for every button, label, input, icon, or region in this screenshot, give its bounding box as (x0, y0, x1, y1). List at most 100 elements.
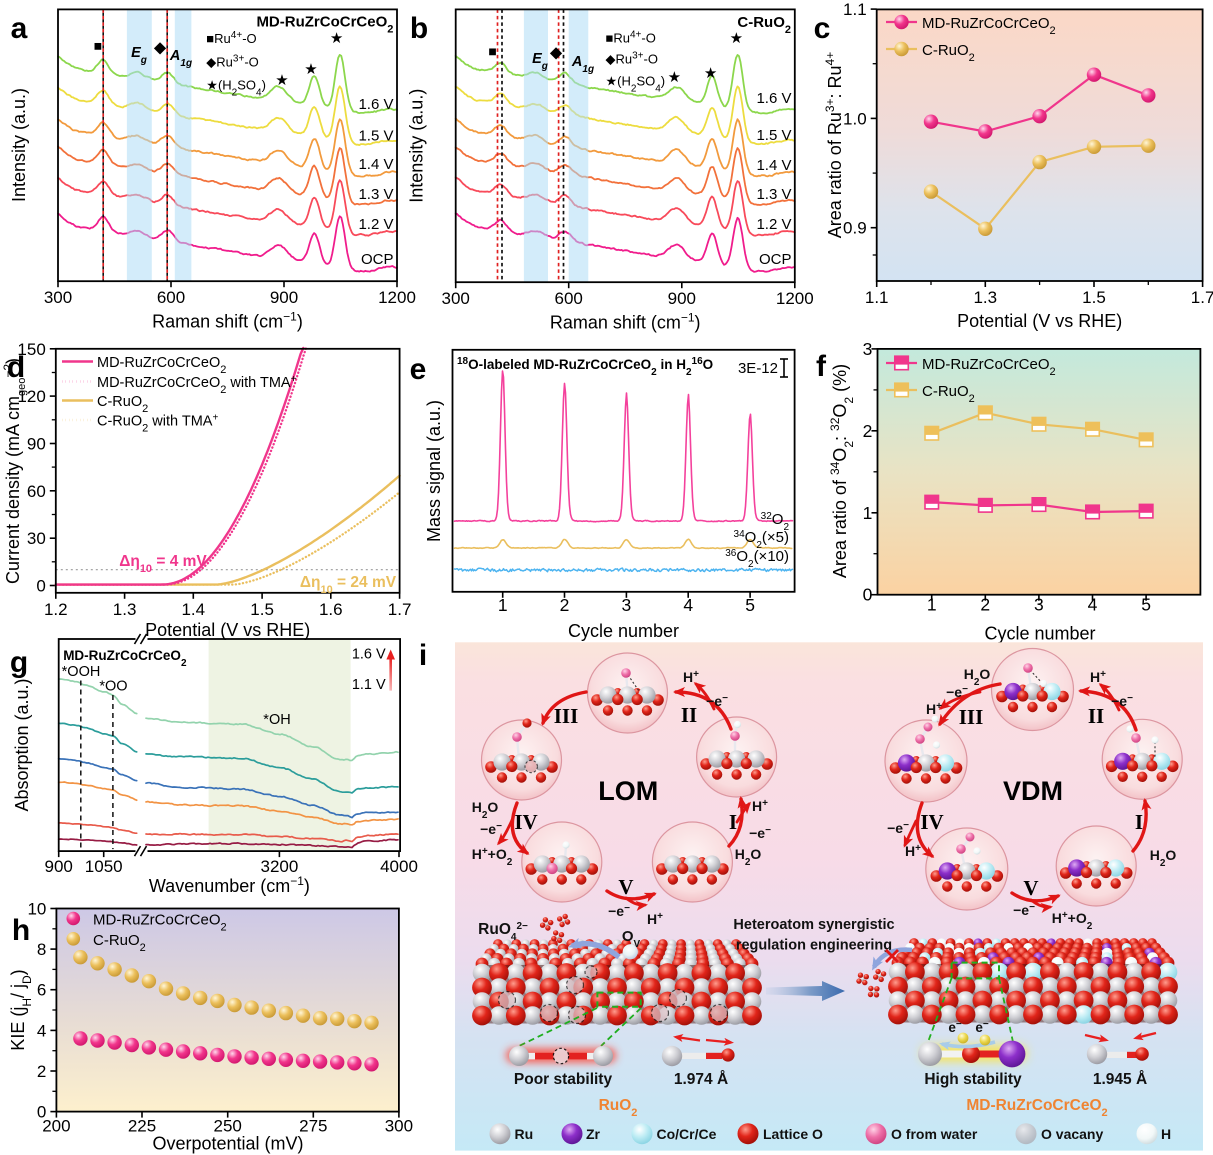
svg-text:1.2: 1.2 (44, 600, 68, 619)
svg-text:5: 5 (745, 595, 755, 615)
svg-text:4: 4 (1088, 595, 1098, 615)
svg-text:MD-RuZrCoCrCeO2: MD-RuZrCoCrCeO2 (966, 1097, 1107, 1119)
svg-text:Raman shift (cm−1): Raman shift (cm−1) (550, 311, 701, 333)
svg-text:III: III (959, 705, 984, 729)
svg-text:1: 1 (927, 595, 937, 615)
svg-text:1.7: 1.7 (388, 600, 412, 619)
svg-text:2: 2 (980, 595, 990, 615)
svg-text:1.3 V: 1.3 V (756, 186, 791, 203)
svg-text:1: 1 (498, 595, 508, 615)
svg-text:MD-RuZrCoCrCeO2: MD-RuZrCoCrCeO2 (922, 15, 1056, 37)
svg-text:10: 10 (27, 900, 46, 919)
svg-text:★: ★ (330, 30, 343, 47)
svg-text:Mass signal (a.u.): Mass signal (a.u.) (424, 400, 444, 542)
svg-text:VDM: VDM (1003, 776, 1063, 806)
svg-text:MD-RuZrCoCrCeO2: MD-RuZrCoCrCeO2 (922, 356, 1056, 378)
svg-text:★(H2SO4): ★(H2SO4) (206, 78, 266, 99)
svg-text:Potential (V vs RHE): Potential (V vs RHE) (145, 620, 310, 640)
svg-text:1.2 V: 1.2 V (358, 216, 393, 233)
svg-text:★: ★ (668, 69, 681, 86)
svg-text:3: 3 (863, 339, 873, 359)
svg-text:C-RuO2: C-RuO2 (97, 394, 148, 415)
svg-text:◆: ◆ (154, 40, 167, 57)
svg-text:250: 250 (214, 1117, 242, 1136)
svg-text:OCP: OCP (361, 251, 394, 268)
svg-text:600: 600 (157, 288, 185, 307)
svg-text:i: i (419, 639, 427, 672)
svg-text:1.974 Å: 1.974 Å (674, 1071, 728, 1088)
svg-text:C-RuO2: C-RuO2 (922, 42, 975, 64)
svg-text:5: 5 (1141, 595, 1151, 615)
svg-text:1.0: 1.0 (843, 109, 867, 128)
svg-text:1.7: 1.7 (1191, 288, 1213, 307)
svg-text:LOM: LOM (598, 776, 658, 806)
svg-text:0: 0 (37, 1103, 46, 1122)
svg-text:Potential (V vs RHE): Potential (V vs RHE) (957, 311, 1122, 331)
svg-text:Intensity (a.u.): Intensity (a.u.) (9, 88, 29, 202)
svg-text:★: ★ (730, 30, 743, 47)
svg-text:36O2(×10): 36O2(×10) (725, 548, 789, 570)
svg-text:Area ratio of 34O2: 32O2 (%): Area ratio of 34O2: 32O2 (%) (828, 364, 856, 578)
svg-text:1.4: 1.4 (181, 600, 205, 619)
svg-text:*OH: *OH (263, 712, 290, 728)
svg-text:IV: IV (514, 810, 537, 834)
svg-text:4000: 4000 (380, 857, 418, 876)
svg-text:2: 2 (863, 421, 873, 441)
svg-text:OCP: OCP (759, 251, 792, 268)
svg-text:1.5: 1.5 (1082, 288, 1106, 307)
svg-text:3200: 3200 (260, 857, 298, 876)
svg-text:RuO42−: RuO42− (478, 921, 528, 943)
svg-text:Raman shift (cm−1): Raman shift (cm−1) (152, 310, 303, 332)
svg-text:O vacany: O vacany (1041, 1126, 1103, 1142)
svg-text:■Ru4+-O: ■Ru4+-O (206, 30, 256, 47)
svg-text:1.5: 1.5 (250, 600, 274, 619)
svg-text:RuO2: RuO2 (599, 1097, 638, 1119)
svg-text:◆Ru3+-O: ◆Ru3+-O (606, 50, 658, 67)
svg-text:1.1: 1.1 (843, 0, 867, 19)
svg-text:2: 2 (37, 1062, 46, 1081)
svg-text:1.3: 1.3 (113, 600, 137, 619)
svg-text:High stability: High stability (924, 1071, 1022, 1088)
svg-text:8: 8 (37, 940, 46, 959)
svg-text:1.3 V: 1.3 V (358, 186, 393, 203)
svg-text:0.9: 0.9 (843, 219, 867, 238)
svg-text:V: V (1023, 876, 1038, 900)
svg-text:0: 0 (863, 585, 873, 605)
svg-text:Cycle number: Cycle number (984, 624, 1095, 644)
svg-text:1.6: 1.6 (319, 600, 343, 619)
svg-text:*OOH: *OOH (62, 664, 101, 680)
svg-text:275: 275 (299, 1117, 327, 1136)
svg-text:Poor stability: Poor stability (514, 1071, 613, 1088)
svg-text:1200: 1200 (378, 288, 416, 307)
svg-text:0: 0 (36, 577, 45, 596)
svg-text:4: 4 (37, 1021, 46, 1040)
svg-text:◆: ◆ (550, 45, 563, 62)
svg-text:3E-12: 3E-12 (738, 360, 778, 377)
svg-text:1.1 V: 1.1 V (352, 677, 386, 693)
svg-text:6: 6 (37, 981, 46, 1000)
svg-text:1.6 V: 1.6 V (358, 96, 393, 113)
svg-text:A1g: A1g (571, 54, 594, 75)
svg-text:MD-RuZrCoCrCeO2 with TMA+: MD-RuZrCoCrCeO2 with TMA+ (97, 374, 297, 397)
svg-text:Eg: Eg (131, 45, 147, 66)
svg-text:600: 600 (555, 289, 583, 308)
svg-text:90: 90 (27, 435, 46, 454)
svg-text:200: 200 (42, 1117, 70, 1136)
svg-text:900: 900 (45, 857, 73, 876)
svg-text:Co/Cr/Ce: Co/Cr/Ce (657, 1126, 717, 1142)
svg-text:C-RuO2: C-RuO2 (922, 383, 975, 405)
svg-text:★: ★ (275, 72, 288, 89)
svg-text:Wavenumber (cm−1): Wavenumber (cm−1) (149, 874, 310, 896)
svg-text:Intensity (a.u.): Intensity (a.u.) (407, 89, 427, 203)
svg-text:■: ■ (94, 38, 102, 54)
svg-text:KIE (jH/ jD): KIE (jH/ jD) (8, 969, 34, 1050)
svg-text:C-RuO2 with TMA+: C-RuO2 with TMA+ (97, 412, 218, 435)
svg-text:MD-RuZrCoCrCeO2: MD-RuZrCoCrCeO2 (97, 355, 226, 376)
svg-text:1.6 V: 1.6 V (756, 90, 791, 107)
svg-text:C-RuO2: C-RuO2 (93, 932, 146, 954)
svg-text:*OO: *OO (99, 679, 127, 695)
svg-text:MD-RuZrCoCrCeO2: MD-RuZrCoCrCeO2 (93, 912, 227, 934)
svg-text:1200: 1200 (776, 289, 814, 308)
svg-text:34O2(×5): 34O2(×5) (734, 529, 789, 551)
svg-text:e: e (410, 353, 427, 386)
